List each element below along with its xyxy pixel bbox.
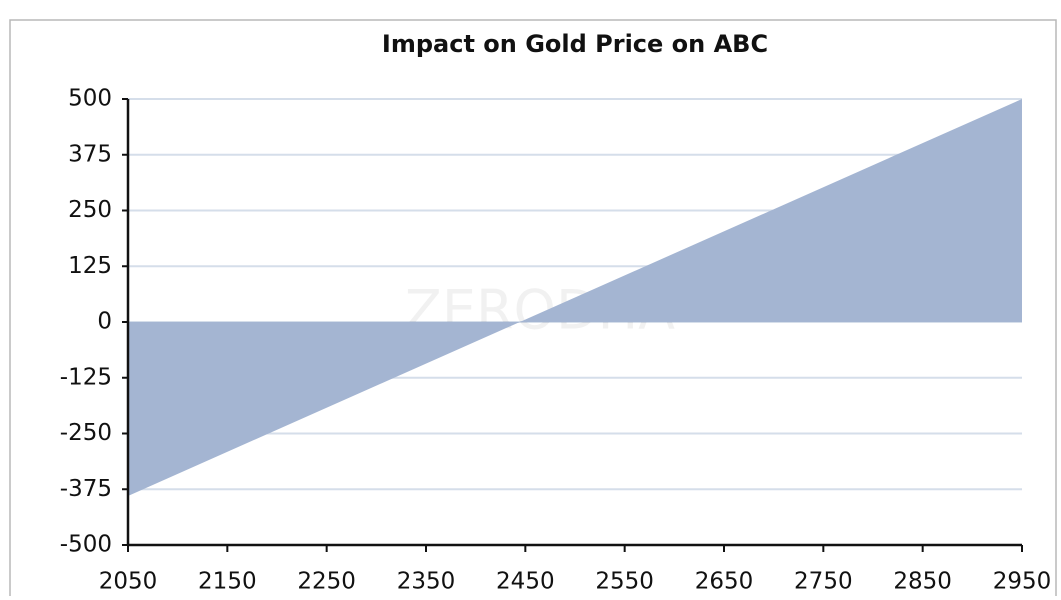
y-tick-label: -250 <box>60 420 112 446</box>
x-tick-label: 2050 <box>99 569 158 595</box>
x-tick-label: 2650 <box>695 569 754 595</box>
y-tick-label: -125 <box>60 364 112 390</box>
y-tick-label: 500 <box>68 86 112 112</box>
area <box>128 99 1022 496</box>
x-tick-label: 2850 <box>893 569 952 595</box>
y-tick-label: 0 <box>97 309 112 335</box>
y-tick-label: -500 <box>60 532 112 558</box>
x-tick-label: 2550 <box>595 569 654 595</box>
x-tick-label: 2950 <box>993 569 1052 595</box>
y-tick-label: 250 <box>68 197 112 223</box>
y-tick-label: -375 <box>60 476 112 502</box>
x-tick-label: 2450 <box>496 569 555 595</box>
x-tick-label: 2750 <box>794 569 853 595</box>
y-tick-label: 125 <box>68 253 112 279</box>
chart-title: Impact on Gold Price on ABC <box>382 30 768 58</box>
x-tick-label: 2150 <box>198 569 257 595</box>
x-tick-label: 2250 <box>297 569 356 595</box>
x-tick-label: 2350 <box>397 569 456 595</box>
y-tick-label: 375 <box>68 141 112 167</box>
